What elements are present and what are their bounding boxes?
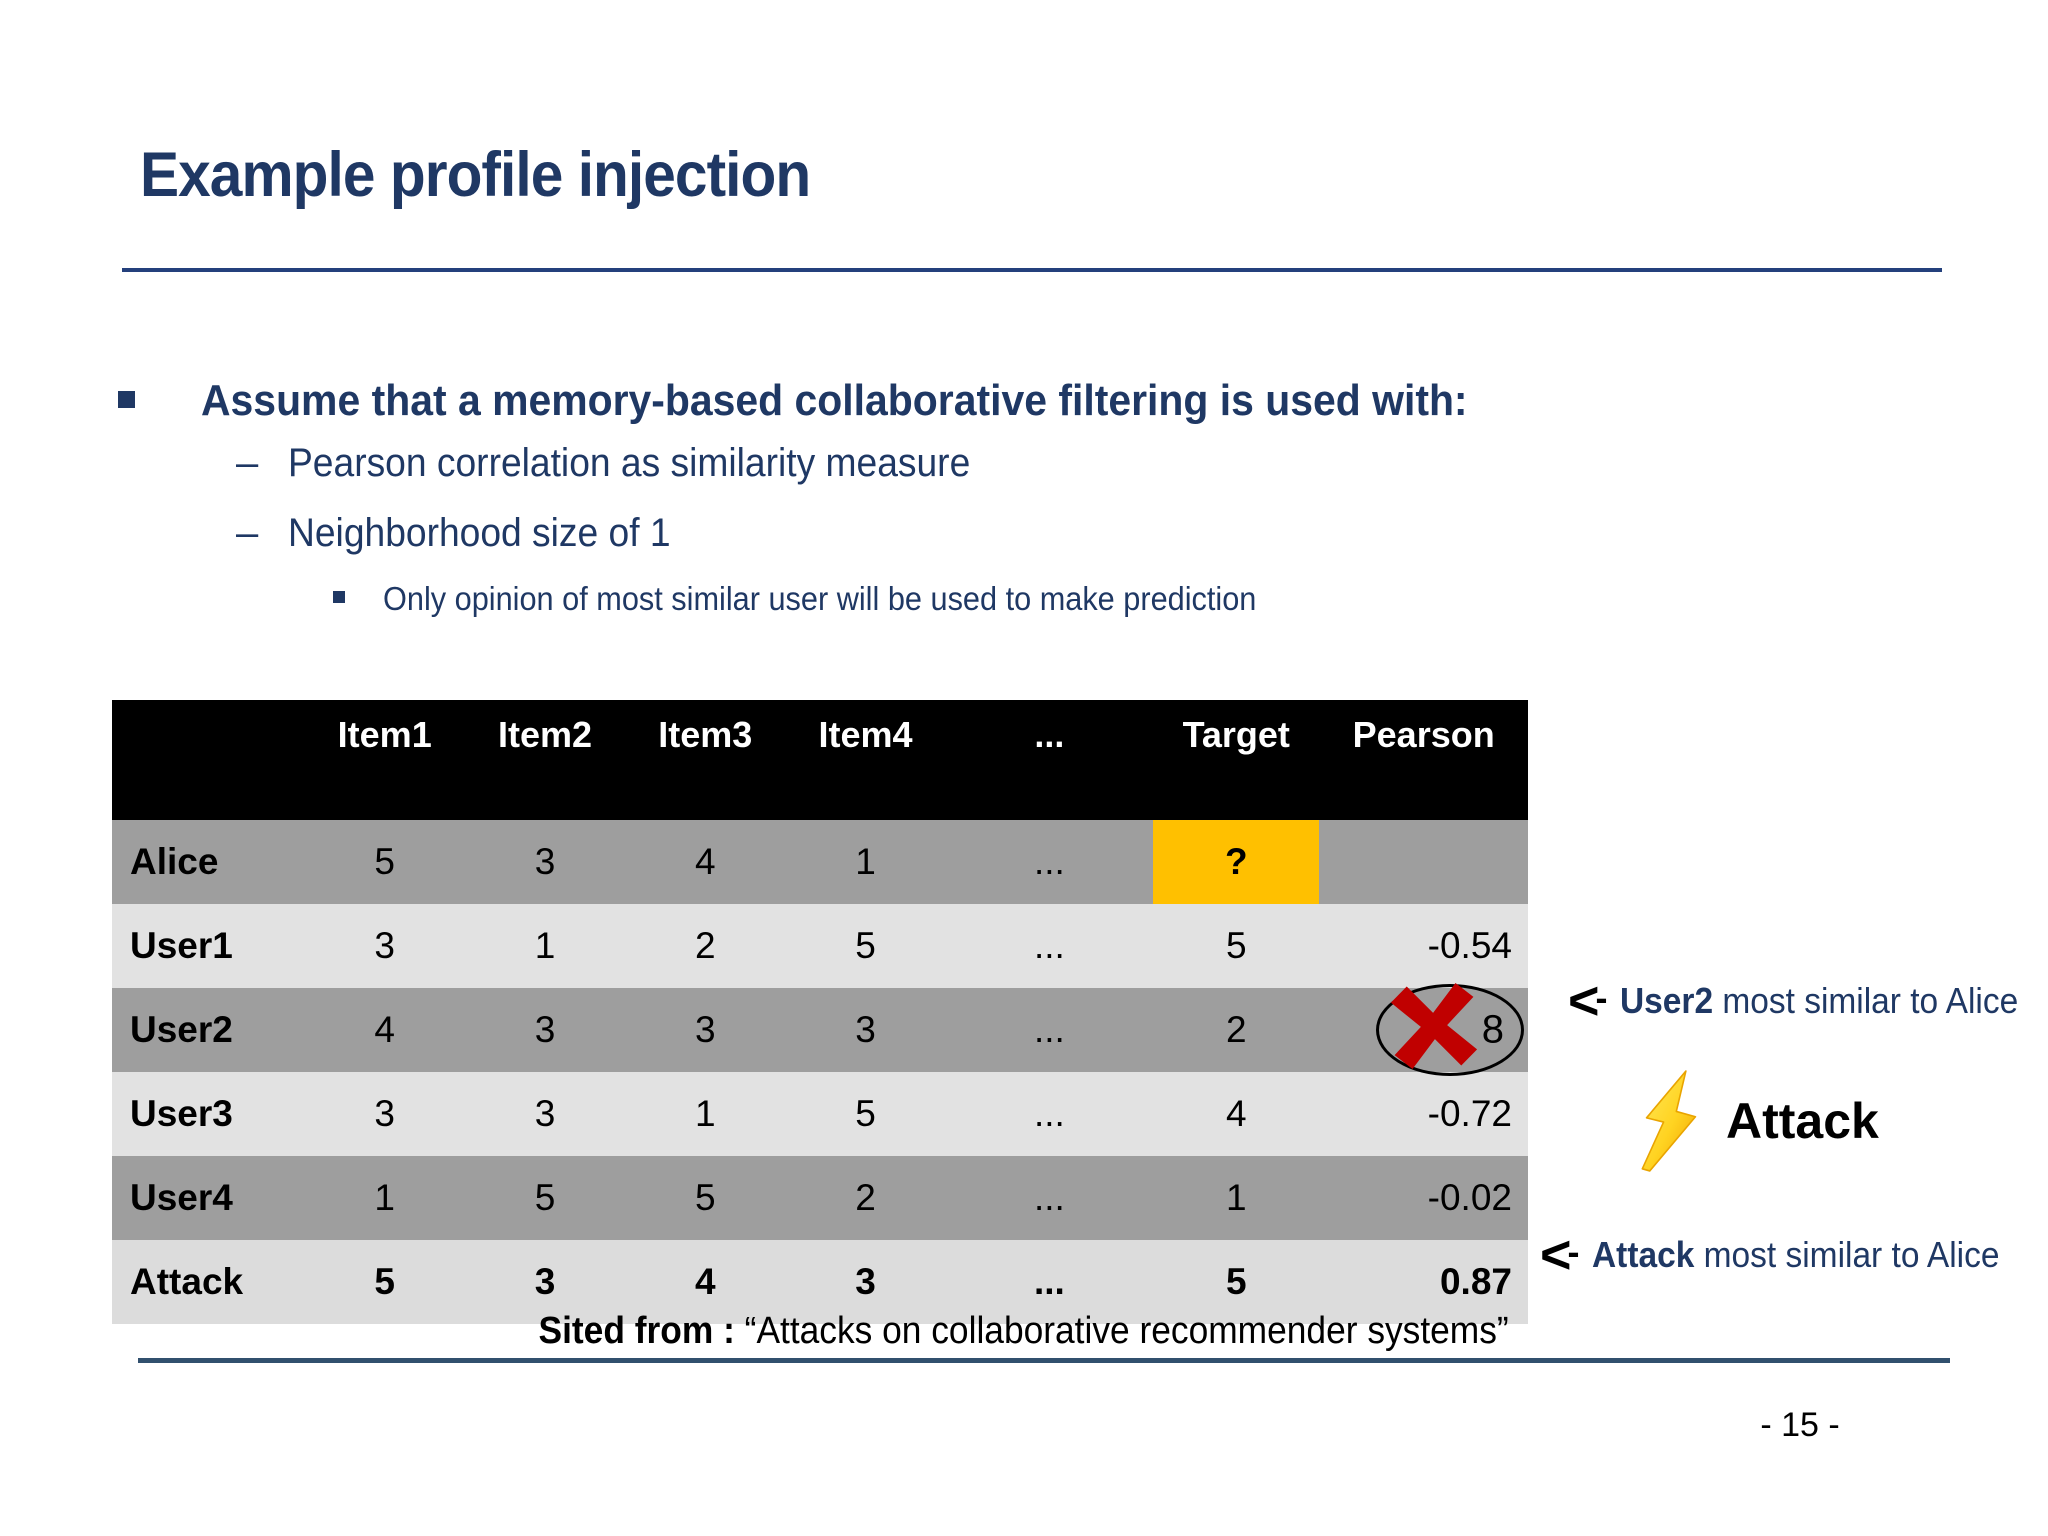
bullet-square-icon bbox=[118, 391, 135, 408]
citation: Sited from : “Attacks on collaborative r… bbox=[74, 1310, 1974, 1353]
table-cell-ellipsis: ... bbox=[945, 1072, 1154, 1156]
table-cell: 5 bbox=[464, 1156, 626, 1240]
bullet-level2-neighborhood: – Neighborhood size of 1 bbox=[236, 510, 700, 556]
table-cell: 3 bbox=[785, 1240, 946, 1324]
red-x-icon bbox=[1390, 983, 1478, 1069]
dash-bullet-icon: – bbox=[236, 441, 259, 485]
table-cell-ellipsis: ... bbox=[945, 1156, 1154, 1240]
table-cell: 5 bbox=[625, 1156, 786, 1240]
table-header-item2: Item2 bbox=[464, 700, 626, 820]
table-cell: 5 bbox=[785, 1072, 946, 1156]
target-cell-highlighted: ? bbox=[1153, 820, 1320, 904]
bullet-level2-pearson-text: Pearson correlation as similarity measur… bbox=[288, 441, 971, 485]
table-cell: 1 bbox=[625, 1072, 786, 1156]
table-cell: 1 bbox=[304, 1156, 465, 1240]
table-row-user1: User1 3 1 2 5 ... 5 -0.54 bbox=[112, 904, 1528, 988]
table-row-user2: User2 4 3 3 3 ... 2 8 bbox=[112, 983, 1528, 1076]
footer-divider bbox=[138, 1358, 1950, 1363]
table-cell: 3 bbox=[464, 1072, 626, 1156]
table-row-user3: User3 3 3 1 5 ... 4 -0.72 bbox=[112, 1072, 1528, 1156]
table-cell-ellipsis: ... bbox=[945, 988, 1154, 1072]
table-cell: 1 bbox=[785, 820, 946, 904]
table-cell: 3 bbox=[464, 1240, 626, 1324]
table-header-item4: Item4 bbox=[785, 700, 946, 820]
row-label: User3 bbox=[112, 1072, 305, 1156]
lightning-bolt-icon bbox=[1641, 1070, 1697, 1172]
table-header-item3: Item3 bbox=[625, 700, 786, 820]
table-cell: 2 bbox=[785, 1156, 946, 1240]
table-cell: 3 bbox=[464, 820, 626, 904]
table-cell: 2 bbox=[625, 904, 786, 988]
bullet-square-icon bbox=[333, 591, 345, 603]
table-cell: 4 bbox=[304, 988, 465, 1072]
table-cell: 1 bbox=[464, 904, 626, 988]
target-cell: 2 bbox=[1153, 988, 1320, 1072]
pearson-cell bbox=[1319, 820, 1528, 904]
arrow-left-icon: < - bbox=[1540, 1225, 1580, 1285]
annotation-attack-most-similar: < - Attack most similar to Alice bbox=[1540, 1228, 2030, 1282]
pearson-cell: 0.87 bbox=[1319, 1240, 1528, 1324]
annotation-user2-most-similar: < - User2 most similar to Alice bbox=[1568, 974, 2048, 1028]
bullet-level3-text: Only opinion of most similar user will b… bbox=[383, 580, 1257, 617]
table-row-user4: User4 1 5 5 2 ... 1 -0.02 bbox=[112, 1156, 1528, 1240]
table-cell: 5 bbox=[304, 820, 465, 904]
row-label: Attack bbox=[112, 1240, 305, 1324]
table-cell-ellipsis: ... bbox=[945, 1240, 1154, 1324]
table-row-attack: Attack 5 3 4 3 ... 5 0.87 bbox=[112, 1240, 1528, 1324]
table-cell: 4 bbox=[625, 820, 786, 904]
page-number: - 15 - bbox=[1760, 1406, 1840, 1444]
attack-callout: Attack bbox=[1634, 1070, 1879, 1172]
pearson-cell-crossed: 8 bbox=[1319, 983, 1528, 1076]
target-cell: 5 bbox=[1153, 904, 1320, 988]
citation-text: Sited from : “Attacks on collaborative r… bbox=[538, 1310, 1510, 1352]
target-cell: 4 bbox=[1153, 1072, 1320, 1156]
table-cell: 4 bbox=[625, 1240, 786, 1324]
bullet-level1: Assume that a memory-based collaborative… bbox=[118, 376, 1563, 427]
arrow-left-icon: < - bbox=[1568, 971, 1608, 1031]
table-header-ellipsis: ... bbox=[945, 700, 1154, 820]
table-cell: 5 bbox=[304, 1240, 465, 1324]
ratings-table: Item1 Item2 Item3 Item4 ... Target Pears… bbox=[112, 700, 1528, 1324]
cross-ellipse bbox=[1376, 983, 1524, 1076]
bullet-level1-text: Assume that a memory-based collaborative… bbox=[201, 376, 1468, 425]
table-cell: 3 bbox=[464, 988, 626, 1072]
table-cell: 5 bbox=[785, 904, 946, 988]
table-row-alice: Alice 5 3 4 1 ... ? bbox=[112, 820, 1528, 904]
pearson-cell: -0.72 bbox=[1319, 1072, 1528, 1156]
page-title: Example profile injection bbox=[140, 142, 861, 208]
bullet-level2-pearson: – Pearson correlation as similarity meas… bbox=[236, 440, 1022, 486]
dash-bullet-icon: – bbox=[236, 511, 259, 555]
pearson-cell: -0.54 bbox=[1319, 904, 1528, 988]
table-cell: 3 bbox=[625, 988, 786, 1072]
table-header-pearson: Pearson bbox=[1319, 700, 1528, 820]
row-label: User2 bbox=[112, 988, 305, 1072]
row-label: User4 bbox=[112, 1156, 305, 1240]
annotation-attack-text: Attack most similar to Alice bbox=[1591, 1234, 2000, 1275]
bullet-level2-neighborhood-text: Neighborhood size of 1 bbox=[288, 511, 671, 555]
table-header-item1: Item1 bbox=[304, 700, 465, 820]
title-divider bbox=[122, 268, 1942, 272]
table-cell-ellipsis: ... bbox=[945, 820, 1154, 904]
table-cell: 3 bbox=[785, 988, 946, 1072]
table-header-target: Target bbox=[1153, 700, 1320, 820]
target-cell: 5 bbox=[1153, 1240, 1320, 1324]
annotation-user2-text: User2 most similar to Alice bbox=[1619, 980, 2018, 1021]
pearson-cell: -0.02 bbox=[1319, 1156, 1528, 1240]
table-cell-ellipsis: ... bbox=[945, 904, 1154, 988]
row-label: Alice bbox=[112, 820, 305, 904]
row-label: User1 bbox=[112, 904, 305, 988]
target-cell: 1 bbox=[1153, 1156, 1320, 1240]
table-cell: 3 bbox=[304, 904, 465, 988]
attack-callout-label: Attack bbox=[1726, 1093, 1879, 1149]
bullet-level3: Only opinion of most similar user will b… bbox=[333, 579, 1322, 619]
table-cell: 3 bbox=[304, 1072, 465, 1156]
table-header-corner bbox=[112, 700, 305, 820]
table-header-row: Item1 Item2 Item3 Item4 ... Target Pears… bbox=[112, 700, 1528, 820]
page-title-text: Example profile injection bbox=[140, 140, 811, 210]
